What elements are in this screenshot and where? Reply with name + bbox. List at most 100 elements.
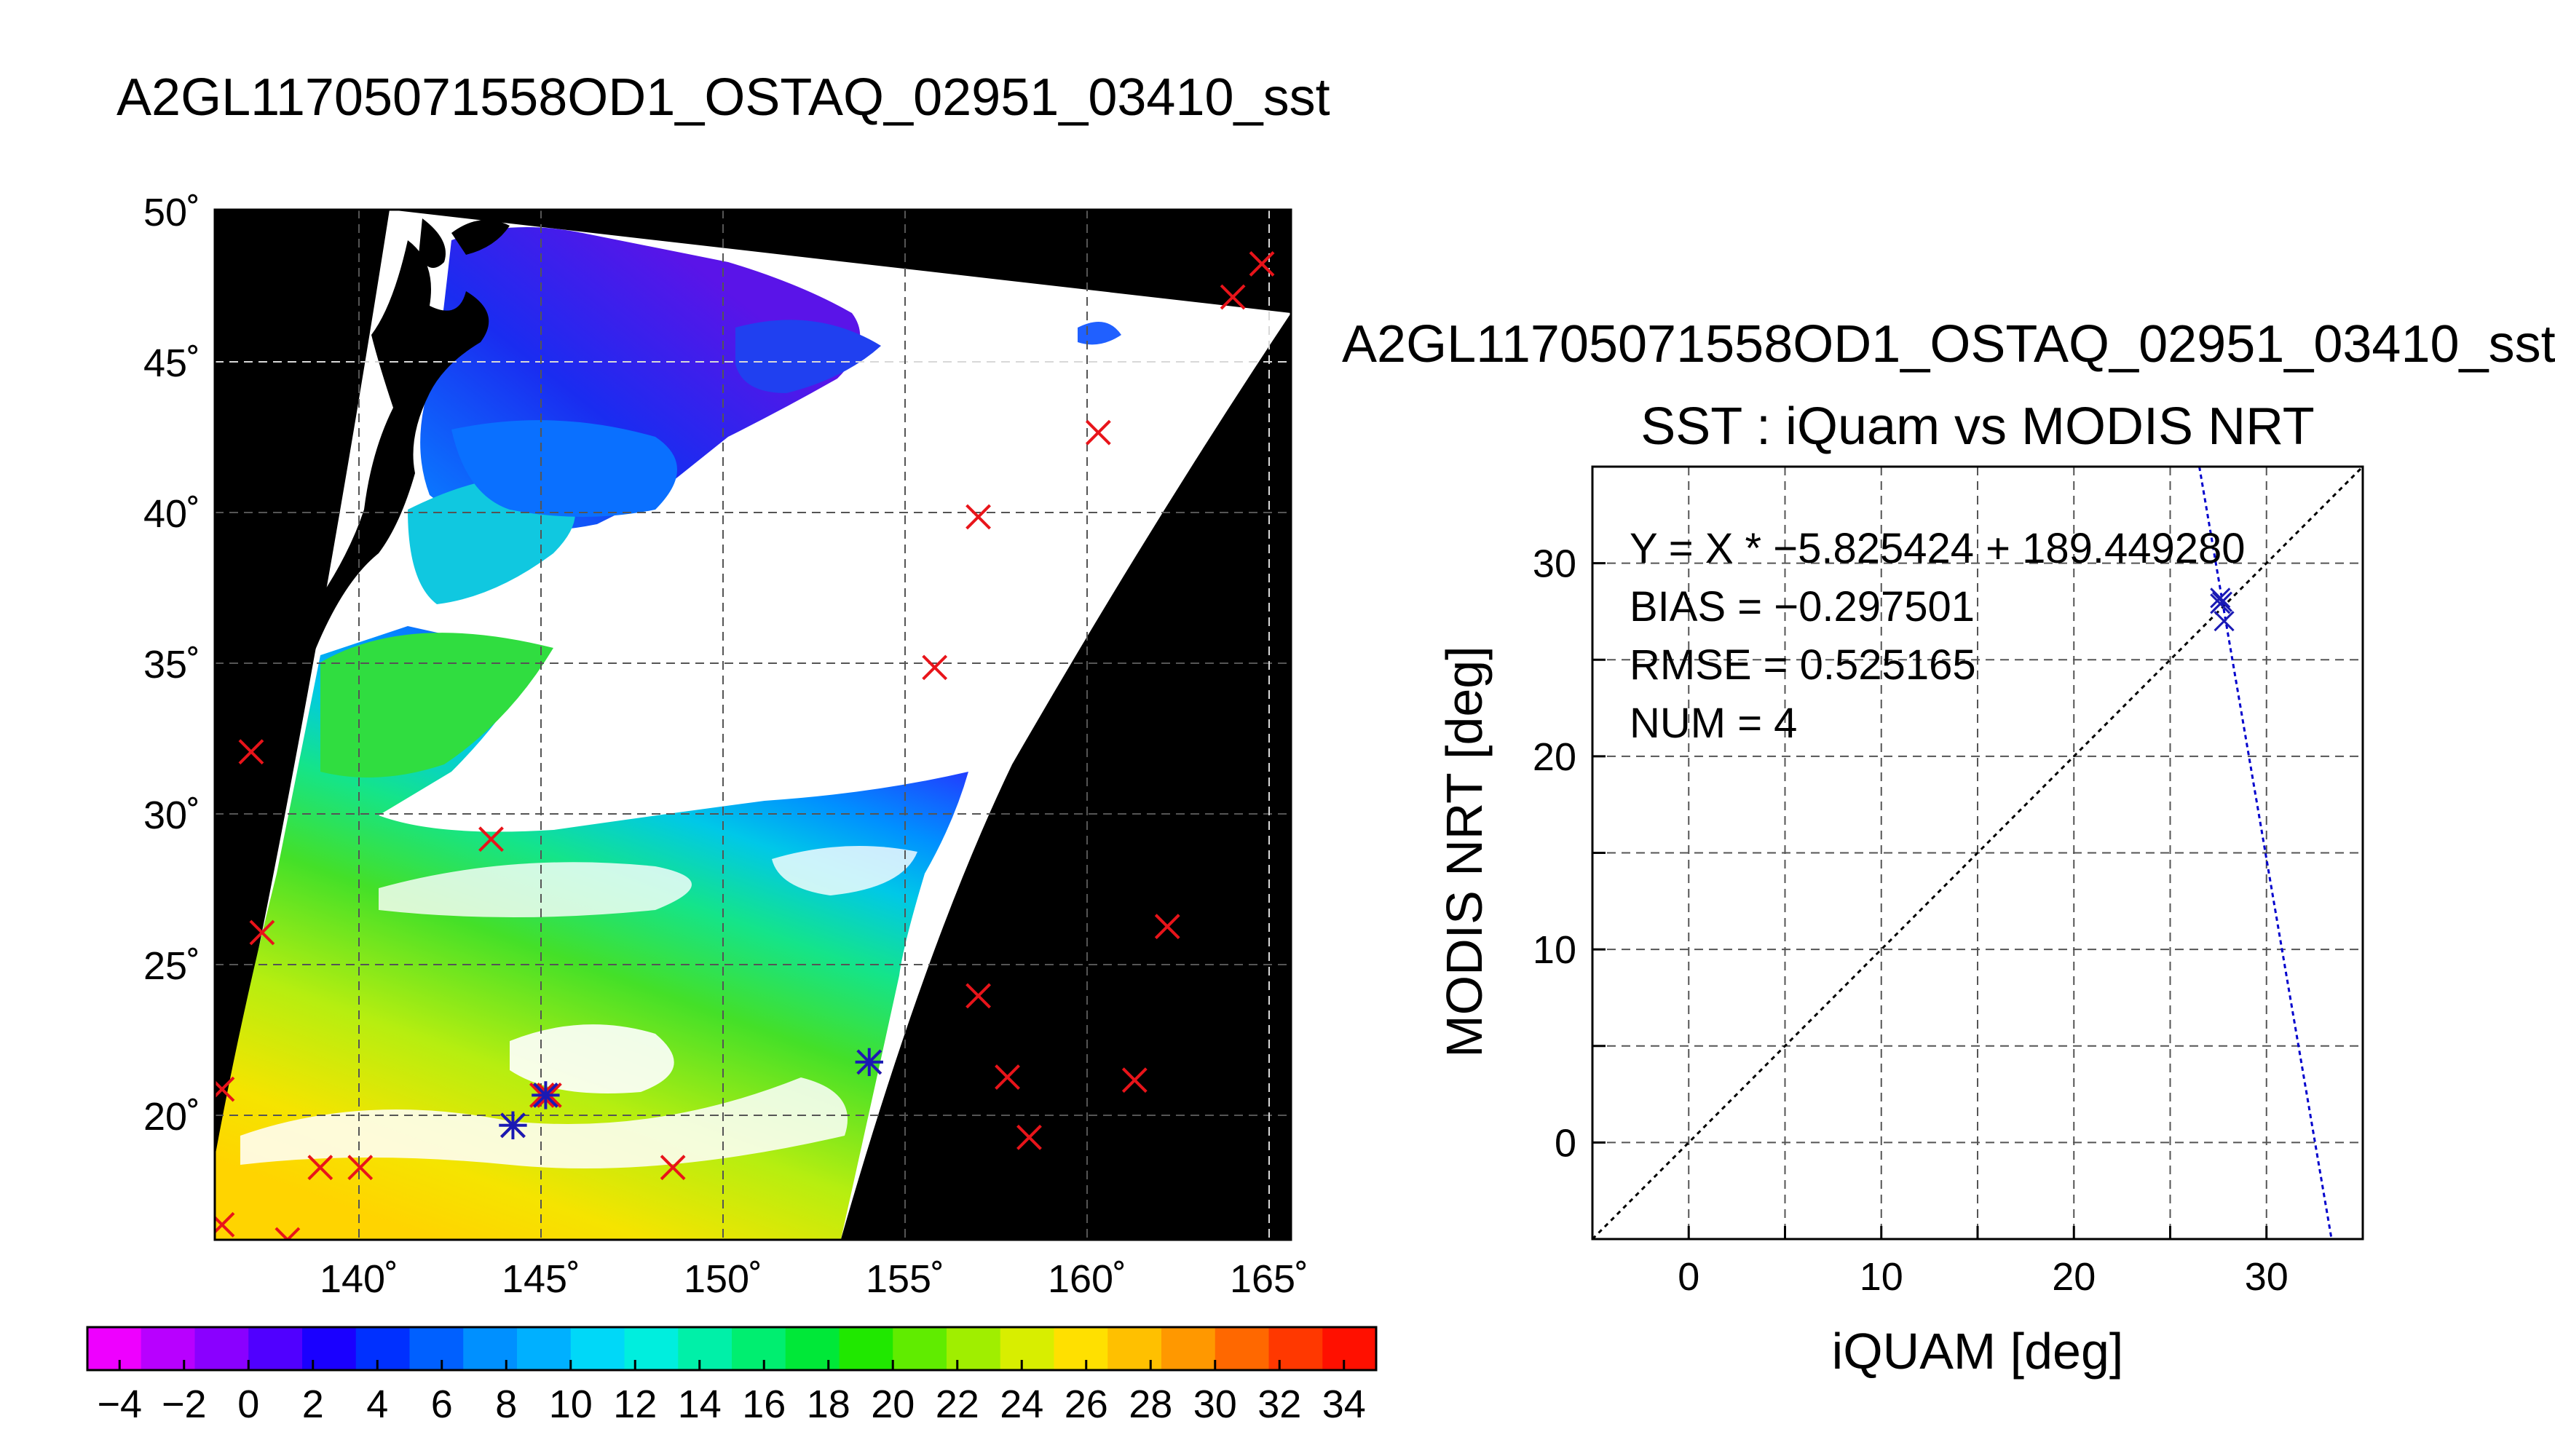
iquam-marker-stroke — [995, 1064, 1020, 1090]
map-lon-tick: 140˚ — [320, 1257, 398, 1301]
iquam-marker — [660, 1155, 686, 1181]
iquam-marker — [275, 1227, 301, 1240]
colorbar-label: 24 — [1000, 1382, 1043, 1426]
colorbar-swatch — [947, 1327, 1001, 1370]
map-lon-tick: 155˚ — [866, 1257, 944, 1301]
map-grid — [215, 210, 1291, 1239]
colorbar-swatch — [1322, 1327, 1377, 1370]
iquam-marker-stroke — [285, 1227, 301, 1240]
scatter-grid — [1592, 467, 2363, 1239]
colorbar-frame — [86, 1326, 1378, 1372]
scatter-title: SST : iQuam vs MODIS NRT — [1640, 397, 2315, 456]
colorbar-swatch — [302, 1327, 357, 1370]
map-panel — [215, 210, 1291, 1240]
scatter-ytick-label: 10 — [1533, 928, 1576, 972]
iquam-marker-stroke — [347, 1155, 374, 1181]
colorbar-label: 16 — [742, 1382, 786, 1426]
scatter-point — [2214, 611, 2235, 632]
identity-line — [1592, 467, 2363, 1239]
cloud-streak-2 — [510, 1024, 674, 1093]
iquam-marker — [922, 654, 948, 681]
iquam-marker-stroke — [249, 919, 275, 946]
colorbar-swatch — [248, 1327, 303, 1370]
iquam-marker — [1220, 284, 1246, 310]
colorbar-label: 2 — [302, 1382, 324, 1426]
map-lon-tick: 145˚ — [502, 1257, 580, 1301]
colorbar-swatch — [1215, 1327, 1269, 1370]
colorbar-swatch — [463, 1327, 518, 1370]
rmse-text: RMSE = 0.525165 — [1630, 641, 1976, 689]
scatter-ytick-label: 20 — [1533, 735, 1576, 779]
scatter-point-stroke — [2214, 611, 2235, 632]
colorbar-swatch — [1054, 1327, 1108, 1370]
colorbar-label: 32 — [1257, 1382, 1301, 1426]
iquam-marker-stroke — [307, 1155, 333, 1181]
colorbar-label: −4 — [97, 1382, 142, 1426]
iquam-marker — [1085, 419, 1111, 446]
map-lon-tick: 160˚ — [1048, 1257, 1126, 1301]
colorbar-swatch — [1268, 1327, 1323, 1370]
colorbar-swatch — [570, 1327, 625, 1370]
map-lon-tick: 165˚ — [1230, 1257, 1308, 1301]
colorbar-label: 26 — [1065, 1382, 1108, 1426]
iquam-marker-stroke — [238, 739, 264, 765]
colorbar-label: 8 — [495, 1382, 517, 1426]
colorbar-swatch — [732, 1327, 786, 1370]
iquam-marker-stroke — [965, 504, 991, 530]
matchup-marker — [532, 1081, 560, 1109]
scatter-ylabel: MODIS NRT [deg] — [1436, 646, 1493, 1057]
map-lat-tick: 50˚ — [143, 191, 200, 234]
iquam-marker-stroke — [1249, 251, 1275, 277]
north-blob-small — [1078, 322, 1121, 345]
land-hokkaido-tip — [419, 218, 446, 268]
colorbar-swatch — [624, 1327, 679, 1370]
scatter-point — [2211, 591, 2232, 612]
map-lat-tick: 25˚ — [143, 944, 200, 988]
map-lat-ticks: 50˚ 45˚ 40˚ 35˚ 30˚ 25˚ 20˚ — [143, 191, 200, 1139]
scatter-xlabel: iQUAM [deg] — [1832, 1323, 2124, 1380]
cloud-streak-4 — [772, 846, 917, 895]
iquam-marker — [307, 1155, 333, 1181]
map-lat-tick: 30˚ — [143, 794, 200, 837]
scatter-point-stroke — [2210, 587, 2231, 609]
map-frame — [213, 208, 1292, 1241]
colorbar-swatch — [1000, 1327, 1054, 1370]
iquam-marker — [965, 504, 991, 530]
iquam-marker-stroke — [1085, 419, 1111, 446]
scatter-xtick-label: 30 — [2245, 1255, 2289, 1299]
scatter-ytick-label: 0 — [1555, 1121, 1576, 1165]
colorbar-swatch — [1107, 1327, 1162, 1370]
iquam-marker — [1154, 914, 1180, 940]
scatter-xtick-label: 20 — [2052, 1255, 2096, 1299]
colorbar-label: 28 — [1129, 1382, 1172, 1426]
iquam-marker — [215, 1211, 235, 1238]
colorbar — [87, 1327, 1377, 1370]
cloud-streak-1 — [240, 1077, 848, 1168]
colorbar-swatch — [194, 1327, 249, 1370]
iquam-marker — [1249, 251, 1275, 277]
scatter-tick-labels: 0 10 20 30 0 10 20 30 — [1533, 542, 2289, 1299]
colorbar-label: 18 — [807, 1382, 850, 1426]
iquam-marker-stroke — [922, 654, 948, 681]
colorbar-label: 20 — [871, 1382, 915, 1426]
iquam-marker — [1121, 1067, 1148, 1093]
map-lat-tick: 45˚ — [143, 341, 200, 385]
map-lon-ticks: 140˚ 145˚ 150˚ 155˚ 160˚ 165˚ — [320, 1257, 1308, 1301]
iquam-marker — [1016, 1124, 1042, 1150]
scatter-points — [2210, 587, 2235, 632]
colorbar-label: 14 — [678, 1382, 722, 1426]
num-text: NUM = 4 — [1630, 700, 1797, 747]
iquam-marker-stroke — [660, 1155, 686, 1181]
colorbar-label: 22 — [936, 1382, 979, 1426]
scatter-title-top: A2GL11705071558OD1_OSTAQ_02951_03410_sst — [1342, 315, 2555, 373]
colorbar-label: 0 — [237, 1382, 259, 1426]
iquam-marker-stroke — [1016, 1124, 1042, 1150]
scatter-frame — [1591, 465, 2364, 1241]
iquam-marker — [995, 1064, 1020, 1090]
colorbar-swatch — [785, 1327, 840, 1370]
colorbar-swatch — [355, 1327, 410, 1370]
colorbar-label: 6 — [431, 1382, 453, 1426]
iquam-marker-stroke — [215, 1211, 235, 1235]
scatter-xtick-label: 0 — [1678, 1255, 1699, 1299]
